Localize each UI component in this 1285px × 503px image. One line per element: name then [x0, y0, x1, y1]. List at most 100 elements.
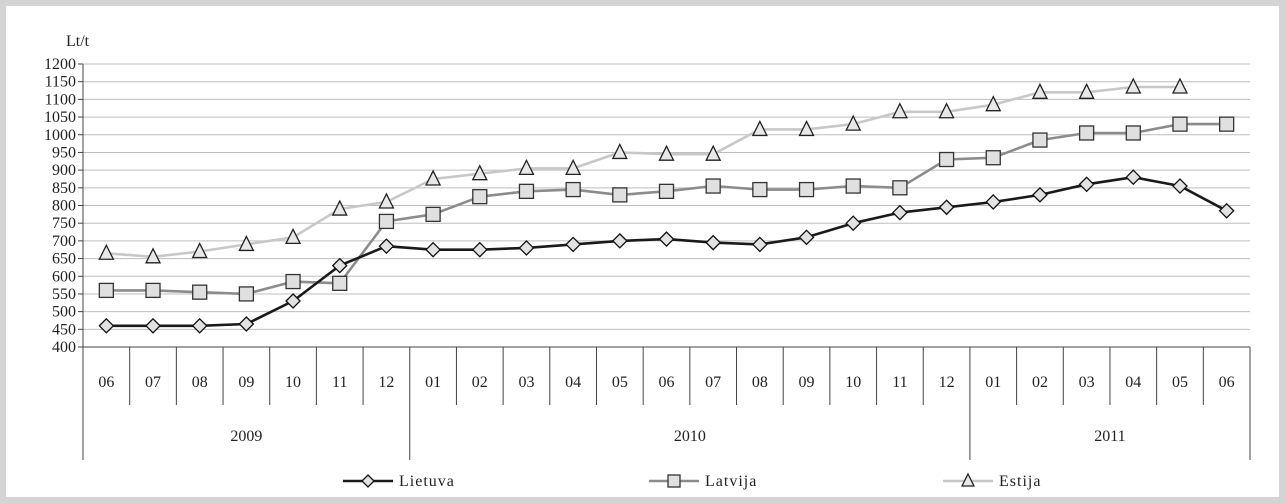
y-tick-label: 1200	[44, 56, 76, 73]
x-tick-label: 11	[892, 374, 907, 391]
data-point-latvija	[612, 187, 628, 203]
data-point-latvija	[1078, 125, 1095, 141]
data-point-estija	[938, 102, 955, 119]
x-tick-label: 09	[799, 374, 815, 391]
data-point-lietuva	[938, 199, 955, 216]
x-tick-label: 01	[425, 374, 441, 391]
data-point-latvija	[798, 181, 815, 198]
series-line-lietuva	[106, 175, 1228, 328]
data-point-lietuva	[378, 238, 395, 255]
series-markers	[98, 77, 1235, 334]
y-tick-label: 900	[52, 162, 76, 179]
y-tick-label: 550	[52, 286, 76, 303]
data-point-estija	[285, 227, 302, 244]
x-tick-label: 08	[752, 374, 768, 391]
axis-labels: 4004505005506006507007508008509009501000…	[44, 56, 1235, 445]
y-tick-label: 450	[52, 321, 76, 338]
data-point-estija	[565, 158, 582, 176]
y-tick-label: 850	[52, 180, 76, 197]
legend-marker-latvija	[667, 474, 681, 488]
data-point-lietuva	[1125, 169, 1142, 186]
data-point-estija	[1171, 77, 1189, 94]
data-point-lietuva	[425, 241, 442, 258]
data-point-lietuva	[798, 229, 815, 246]
data-point-latvija	[285, 273, 301, 290]
x-tick-label: 04	[1125, 374, 1141, 391]
x-tick-label: 10	[285, 374, 301, 391]
y-tick-label: 1050	[44, 109, 76, 126]
data-point-latvija	[752, 181, 768, 198]
data-point-latvija	[518, 183, 535, 200]
data-point-estija	[1125, 77, 1142, 94]
x-tick-label: 07	[705, 374, 721, 391]
data-point-lietuva	[1078, 176, 1095, 193]
x-tick-label: 12	[378, 374, 394, 391]
data-point-latvija	[565, 181, 581, 198]
data-point-estija	[705, 144, 722, 161]
x-tick-label: 09	[238, 374, 254, 391]
data-point-estija	[845, 114, 862, 131]
data-point-estija	[425, 169, 442, 186]
data-point-latvija	[378, 213, 395, 230]
x-tick-label: 11	[332, 374, 347, 391]
data-point-lietuva	[471, 241, 488, 258]
legend-label-lietuva: Lietuva	[399, 473, 455, 490]
x-tick-label: 04	[565, 374, 581, 391]
data-point-lietuva	[985, 194, 1002, 210]
y-tick-label: 1150	[45, 74, 76, 91]
x-tick-label: 10	[845, 374, 861, 391]
data-point-latvija	[425, 206, 441, 222]
data-point-estija	[611, 142, 628, 160]
x-tick-label: 01	[985, 374, 1001, 391]
series-lines	[106, 85, 1228, 328]
data-point-latvija	[705, 178, 721, 194]
data-point-lietuva	[191, 317, 208, 334]
x-tick-label: 06	[98, 374, 114, 391]
data-point-latvija	[98, 282, 114, 299]
data-point-latvija	[332, 275, 348, 291]
data-point-estija	[144, 247, 162, 264]
year-group-label: 2010	[674, 428, 706, 445]
data-point-estija	[798, 119, 815, 137]
x-tick-label: 02	[1032, 374, 1048, 391]
data-point-lietuva	[331, 257, 348, 274]
data-point-lietuva	[611, 232, 628, 249]
data-point-estija	[985, 95, 1002, 112]
x-tick-label: 08	[192, 374, 208, 391]
series-line-estija	[106, 85, 1180, 259]
data-point-lietuva	[1172, 178, 1188, 194]
y-tick-label: 650	[52, 251, 76, 268]
data-point-latvija	[145, 282, 161, 299]
data-point-lietuva	[845, 215, 862, 232]
legend-label-estija: Estija	[999, 473, 1041, 490]
data-point-latvija	[892, 180, 908, 196]
x-tick-label: 12	[939, 374, 955, 391]
data-point-latvija	[472, 189, 488, 205]
x-tick-label: 06	[659, 374, 675, 391]
data-point-estija	[238, 234, 255, 252]
data-point-latvija	[938, 151, 955, 168]
data-point-estija	[98, 243, 115, 260]
legend-label-latvija: Latvija	[705, 473, 757, 490]
data-point-estija	[658, 144, 675, 161]
legend-marker-estija	[960, 472, 976, 487]
y-tick-label: 700	[52, 233, 76, 250]
y-tick-label: 800	[52, 198, 76, 215]
grid-lines	[83, 63, 1250, 348]
legend: Lietuva Latvija Estija	[343, 472, 1041, 490]
data-point-latvija	[238, 286, 255, 302]
data-point-latvija	[1172, 116, 1188, 132]
year-group-label: 2011	[1094, 428, 1125, 445]
y-tick-label: 1100	[45, 91, 76, 108]
data-point-estija	[471, 164, 488, 181]
x-tick-label: 06	[1219, 374, 1235, 391]
axes	[78, 63, 1251, 460]
data-point-lietuva	[891, 204, 908, 221]
data-point-latvija	[192, 284, 208, 300]
data-point-lietuva	[518, 240, 535, 256]
data-point-latvija	[1032, 132, 1048, 148]
data-point-lietuva	[751, 236, 768, 253]
y-tick-label: 1000	[44, 127, 76, 144]
data-point-estija	[191, 242, 208, 259]
